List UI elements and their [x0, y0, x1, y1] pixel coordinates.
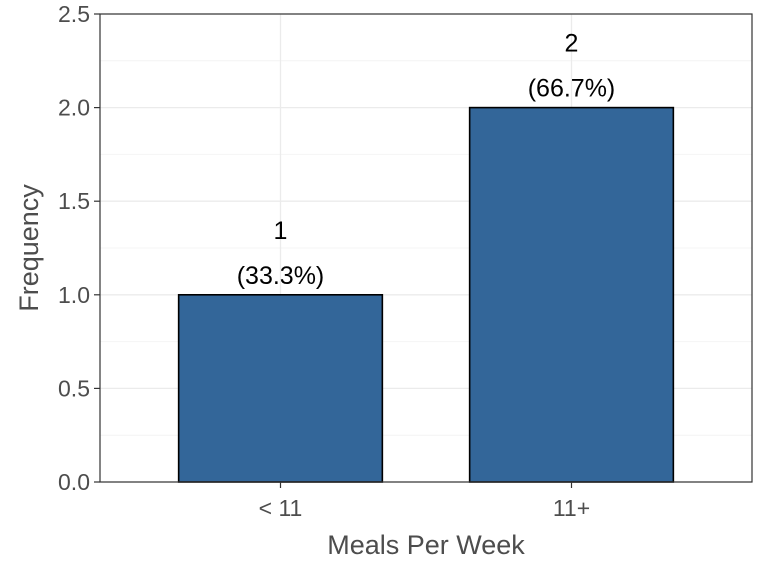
y-tick-label: 0.0 — [58, 469, 90, 495]
y-tick-label: 0.5 — [58, 375, 90, 401]
data-label-percent: (66.7%) — [528, 75, 616, 103]
bar-2 — [468, 106, 675, 483]
y-tick-label: 2.5 — [58, 1, 90, 27]
x-tick-label: 11+ — [553, 495, 590, 521]
data-label-percent: (33.3%) — [237, 262, 325, 290]
bar-1 — [177, 293, 384, 483]
y-tick-label: 1.5 — [58, 188, 90, 214]
y-tick-label: 2.0 — [58, 95, 90, 121]
panel-border — [99, 13, 753, 483]
y-tick-label: 1.0 — [58, 282, 90, 308]
data-label-count: 2 — [565, 30, 579, 58]
bars — [177, 106, 675, 483]
data-label-count: 1 — [274, 217, 288, 245]
x-axis-title: Meals Per Week — [327, 530, 525, 560]
y-axis: 0.0 0.5 1.0 1.5 2.0 2.5 — [58, 1, 100, 495]
y-axis-title: Frequency — [14, 184, 44, 312]
x-tick-label: < 11 — [259, 495, 303, 521]
x-axis: < 11 11+ — [259, 482, 590, 521]
data-labels: 1 (33.3%) 2 (66.7%) — [237, 30, 616, 290]
